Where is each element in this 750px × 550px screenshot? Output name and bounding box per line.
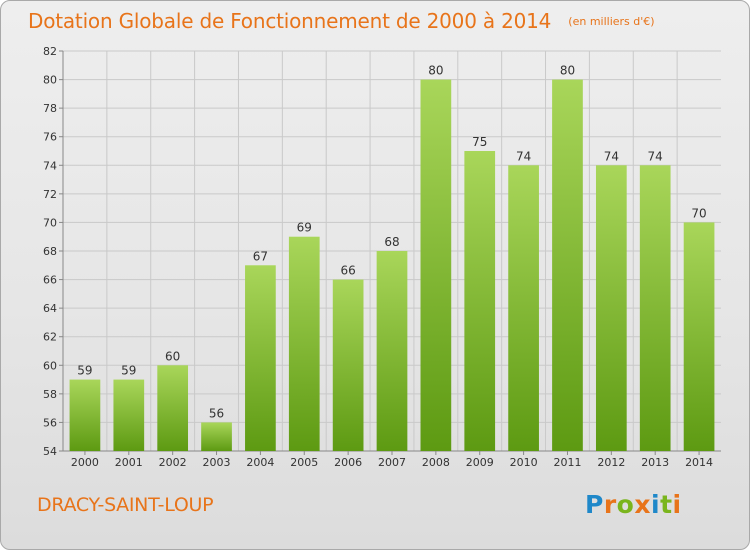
x-tick-label: 2004 [246,456,274,469]
data-label: 68 [384,235,399,249]
data-label: 69 [297,221,312,235]
bar-2013 [639,165,671,452]
y-tick-label: 70 [43,216,57,229]
x-tick-label: 2002 [159,456,187,469]
data-labels: 59 59 60 56 67 69 66 68 80 75 74 80 74 74 70 [77,64,706,421]
bar-2009 [464,151,496,451]
x-tick-label: 2005 [290,456,318,469]
logo-letter: i [651,490,661,519]
data-label: 59 [121,364,136,378]
commune-name: DRACY-SAINT-LOUP [37,494,214,516]
data-label: 66 [340,264,355,278]
logo-letter: P [585,490,604,519]
bar-2005 [288,236,320,451]
data-label: 74 [516,149,531,163]
y-tick-label: 62 [43,331,57,344]
y-tick-label: 66 [43,274,57,287]
data-label: 60 [165,349,180,363]
x-tick-label: 2014 [685,456,713,469]
y-tick-label: 82 [43,45,57,58]
x-tick-label: 2000 [71,456,99,469]
data-label: 56 [209,406,224,420]
bar-2012 [595,165,627,452]
logo-letter: o [616,490,635,519]
bar-2010 [508,165,539,452]
bar-2003 [201,422,232,451]
bar-2002 [157,365,189,451]
bar-2011 [552,79,583,452]
chart-subtitle: (en milliers d'€) [568,15,655,28]
data-label: 80 [428,64,443,78]
data-label: 67 [253,249,268,263]
y-tick-label: 78 [43,102,57,115]
bars [69,79,715,452]
logo-letter: x [634,490,651,519]
x-tick-label: 2008 [422,456,450,469]
logo-letter: r [603,490,617,519]
bar-2006 [332,279,364,451]
bar-2000 [69,379,101,451]
data-label: 59 [77,364,92,378]
y-tick-label: 72 [43,188,57,201]
data-label: 80 [560,64,575,78]
x-tick-label: 2012 [597,456,625,469]
bar-2014 [683,222,715,451]
logo-letter: t [660,490,673,519]
title-row: Dotation Globale de Fonctionnement de 20… [28,9,655,33]
logo-letter: i [672,490,682,519]
x-tick-label: 2011 [553,456,581,469]
y-tick-label: 68 [43,245,57,258]
y-tick-label: 74 [43,159,57,172]
y-tick-label: 80 [43,74,57,87]
x-tick-label: 2007 [378,456,406,469]
x-tick-label: 2003 [203,456,231,469]
chart-title: Dotation Globale de Fonctionnement de 20… [28,9,552,33]
x-tick-label: 2013 [641,456,669,469]
y-tick-label: 56 [43,416,57,429]
y-tick-label: 60 [43,359,57,372]
x-tick-label: 2010 [510,456,538,469]
bar-2001 [113,379,145,451]
data-label: 74 [604,149,619,163]
x-tick-label: 2006 [334,456,362,469]
bar-2008 [420,79,452,452]
x-tick-label: 2001 [115,456,143,469]
bar-2004 [245,265,276,451]
bar-2007 [376,251,408,451]
data-label: 74 [648,149,663,163]
data-label: 70 [691,206,706,220]
y-tick-label: 64 [43,302,57,315]
axes: 54 56 58 60 62 64 66 68 70 72 74 76 78 80 82 2000 2001 20… [43,45,721,469]
data-label: 75 [472,135,487,149]
proxiti-logo[interactable]: Proxiti [585,490,682,519]
y-tick-label: 54 [43,445,57,458]
x-tick-label: 2009 [466,456,494,469]
y-tick-label: 58 [43,388,57,401]
y-tick-label: 76 [43,131,57,144]
